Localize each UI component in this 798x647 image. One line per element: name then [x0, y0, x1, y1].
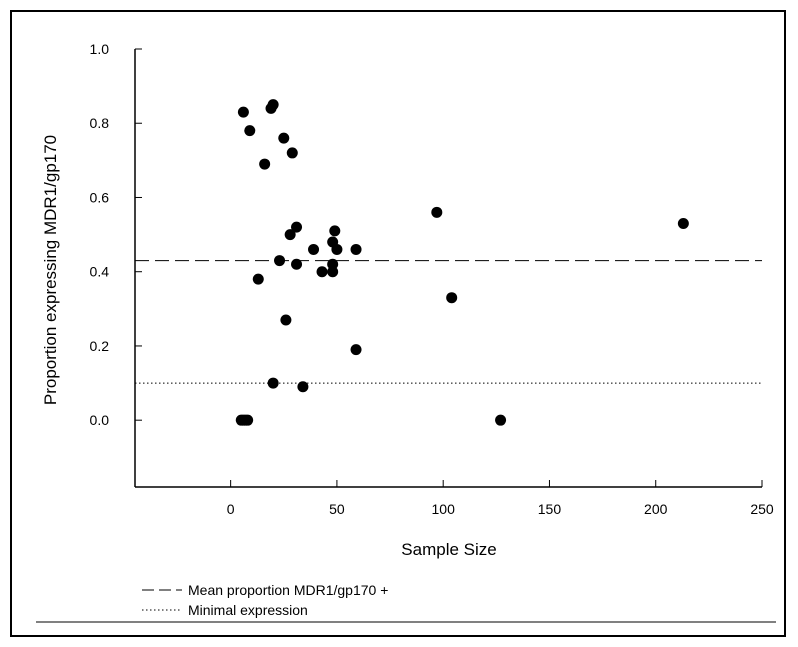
data-point: [308, 243, 320, 255]
data-point: [291, 221, 303, 233]
tick-labels: 0.0 0.2 0.4 0.6 0.8 1.0 0 50 100 150 200 250: [90, 41, 774, 517]
data-point: [327, 266, 339, 278]
y-tick-label: 0.0: [90, 412, 110, 428]
x-tick-label: 50: [329, 501, 345, 517]
data-point: [446, 292, 458, 304]
data-point: [267, 99, 279, 111]
figure-frame: [10, 10, 786, 637]
data-point: [284, 229, 296, 241]
data-point: [431, 206, 443, 218]
data-point: [242, 414, 254, 426]
data-point: [329, 225, 341, 237]
data-point: [267, 377, 279, 389]
data-point: [677, 217, 689, 229]
data-point: [274, 255, 286, 267]
y-tick-label: 0.2: [90, 338, 110, 354]
data-point: [252, 273, 264, 285]
legend: Mean proportion MDR1/gp170 + Minimal expr…: [142, 582, 388, 618]
y-tick-label: 0.8: [90, 115, 110, 131]
y-tick-label: 1.0: [90, 41, 110, 57]
y-tick-label: 0.4: [90, 264, 110, 280]
data-point: [350, 243, 362, 255]
data-point: [291, 258, 303, 270]
legend-label: Minimal expression: [188, 602, 308, 618]
data-point: [280, 314, 292, 326]
data-point: [237, 106, 249, 118]
data-point: [259, 158, 271, 170]
data-point: [316, 266, 328, 278]
data-point: [244, 125, 256, 137]
y-tick-label: 0.6: [90, 189, 110, 205]
data-point: [297, 381, 309, 393]
data-point: [286, 147, 298, 159]
x-tick-label: 200: [644, 501, 668, 517]
data-point: [495, 414, 507, 426]
x-tick-label: 250: [750, 501, 774, 517]
x-tick-label: 100: [432, 501, 456, 517]
data-points: [235, 99, 689, 426]
y-axis-label: Proportion expressing MDR1/gp170: [41, 135, 60, 405]
legend-label: Mean proportion MDR1/gp170 +: [188, 582, 388, 598]
x-axis-label: Sample Size: [401, 540, 496, 559]
data-point: [278, 132, 290, 144]
x-tick-label: 0: [227, 501, 235, 517]
x-tick-label: 150: [538, 501, 562, 517]
data-point: [331, 243, 343, 255]
data-point: [350, 344, 362, 356]
axes: [134, 48, 763, 488]
reference-lines: [135, 260, 762, 384]
